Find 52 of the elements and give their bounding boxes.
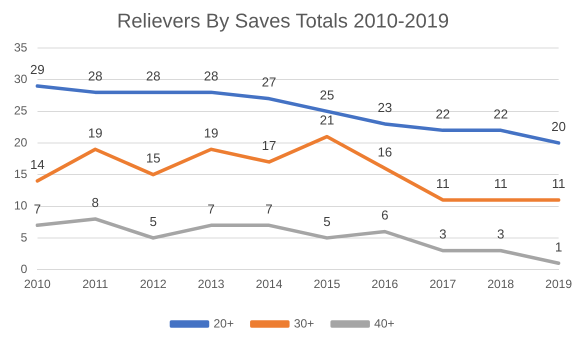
data-label: 20 — [551, 119, 566, 134]
data-label: 19 — [88, 125, 103, 140]
data-label: 14 — [30, 157, 45, 172]
legend-label: 40+ — [374, 316, 395, 330]
data-label: 6 — [381, 208, 388, 223]
y-tick-label: 0 — [20, 262, 28, 276]
data-label: 8 — [92, 195, 99, 210]
data-label: 11 — [494, 176, 508, 192]
data-label: 28 — [146, 68, 160, 84]
x-tick-label: 2011 — [82, 277, 108, 292]
x-tick-label: 2017 — [429, 277, 456, 292]
data-label: 3 — [439, 226, 446, 242]
data-label: 27 — [262, 74, 276, 90]
x-tick-label: 2010 — [24, 277, 52, 292]
data-label: 22 — [493, 106, 508, 122]
data-label: 25 — [320, 87, 334, 102]
data-label: 28 — [88, 68, 103, 84]
data-label: 29 — [30, 62, 45, 78]
x-tick-label: 2016 — [372, 277, 399, 292]
data-label: 7 — [34, 201, 41, 216]
data-label: 15 — [146, 150, 160, 166]
x-tick-label: 2018 — [487, 277, 514, 292]
data-label: 16 — [378, 144, 392, 160]
chart-title: Relievers By Saves Totals 2010-2019 — [116, 10, 450, 33]
x-tick-label: 2013 — [198, 277, 225, 292]
data-label: 17 — [262, 138, 276, 154]
y-tick-label: 5 — [20, 230, 28, 244]
data-label: 11 — [436, 176, 450, 192]
data-label: 5 — [150, 214, 157, 230]
data-label: 28 — [204, 68, 218, 84]
x-tick-label: 2015 — [314, 277, 341, 292]
data-label: 7 — [265, 201, 273, 216]
y-tick-label: 10 — [14, 198, 28, 213]
data-label: 21 — [320, 112, 334, 128]
data-label: 3 — [497, 226, 504, 242]
y-tick-label: 20 — [14, 135, 28, 150]
legend-label: 30+ — [294, 316, 314, 330]
x-tick-label: 2012 — [140, 277, 167, 292]
data-label: 1 — [555, 239, 562, 254]
y-tick-label: 30 — [14, 72, 28, 86]
data-label: 5 — [323, 214, 331, 230]
data-label: 19 — [204, 125, 218, 140]
y-tick-label: 15 — [14, 166, 28, 181]
y-tick-label: 35 — [14, 40, 28, 54]
x-tick-label: 2014 — [256, 277, 283, 292]
data-label: 23 — [378, 100, 392, 116]
data-label: 22 — [436, 106, 450, 122]
y-tick-label: 25 — [14, 104, 28, 118]
data-label: 7 — [208, 201, 215, 216]
x-tick-label: 2019 — [545, 277, 572, 292]
legend-label: 20+ — [213, 316, 234, 330]
data-label: 11 — [552, 176, 566, 192]
